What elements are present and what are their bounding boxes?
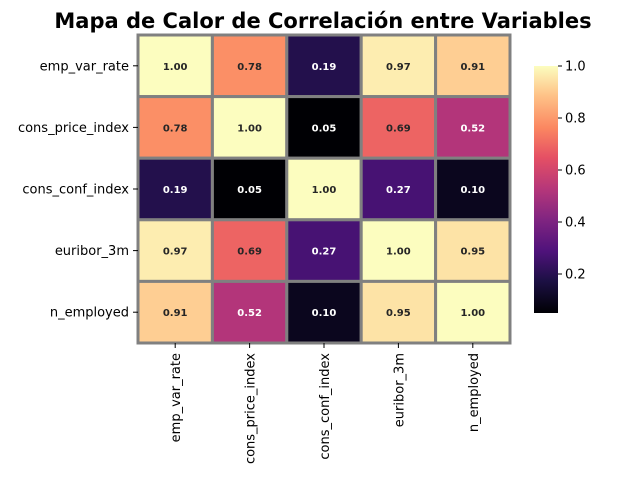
cell-value-label: 0.78 [237,62,262,73]
colorbar-tick-label: 0.2 [565,268,586,283]
cell-value-label: 1.00 [460,308,485,319]
cell-value-label: 0.69 [237,247,262,258]
cell-value-label: 0.97 [386,62,411,73]
column-label: cons_price_index [244,353,259,464]
cell-value-label: 0.05 [237,185,262,196]
column-label: euribor_3m [392,353,407,427]
row-label: emp_var_rate [40,59,129,74]
cell-value-label: 1.00 [237,123,262,134]
heatmap-cell [285,279,363,345]
chart-title: Mapa de Calor de Correlación entre Varia… [54,9,591,33]
cell-value-label: 0.78 [163,123,188,134]
heatmap-cells: 1.00 0.78 0.19 0.97 0.91 0.78 1.00 0.05 0.69 0.52… [136,33,512,345]
cell-value-label: 0.19 [312,62,337,73]
cell-value-label: 0.52 [237,308,262,319]
cell-value-label: 0.91 [460,62,485,73]
heatmap-cell [210,279,289,345]
row-label: cons_conf_index [22,183,129,198]
heatmap-cell [359,218,438,283]
colorbar-tick-label: 0.6 [565,164,586,179]
cell-value-label: 0.10 [312,308,337,319]
colorbar: 0.2 0.4 0.6 0.8 1.0 [534,60,586,313]
cell-value-label: 1.00 [163,62,188,73]
cell-value-label: 0.69 [386,123,411,134]
heatmap-cell [210,156,289,222]
heatmap-cell [359,156,438,222]
cell-value-label: 0.95 [386,308,411,319]
row-label: n_employed [50,306,129,321]
cell-value-label: 0.10 [460,185,485,196]
cell-value-label: 0.52 [460,123,485,134]
row-label: euribor_3m [55,244,129,259]
row-labels: emp_var_rate cons_price_index cons_conf_in… [18,59,138,321]
column-label: cons_conf_index [318,353,333,460]
cell-value-label: 0.91 [163,308,188,319]
cell-value-label: 0.19 [163,185,188,196]
cell-value-label: 1.00 [386,247,411,258]
colorbar-tick-label: 0.8 [565,112,586,127]
cell-value-label: 0.95 [460,247,485,258]
colorbar-tick-label: 0.4 [565,216,586,231]
cell-value-label: 0.27 [386,185,411,196]
column-label: emp_var_rate [169,353,184,442]
column-label: n_employed [467,353,482,432]
colorbar-tick-label: 1.0 [565,60,586,75]
cell-value-label: 0.05 [312,123,337,134]
heatmap-cell [434,95,512,160]
row-label: cons_price_index [18,121,129,136]
heatmap-cell [285,95,363,160]
column-labels: emp_var_rate cons_price_index cons_conf_in… [169,343,482,464]
cell-value-label: 0.27 [312,247,337,258]
cell-value-label: 0.97 [163,247,188,258]
cell-value-label: 1.00 [312,185,337,196]
heatmap-cell [210,218,289,283]
heatmap-cell [434,218,512,283]
colorbar-gradient [534,66,558,313]
